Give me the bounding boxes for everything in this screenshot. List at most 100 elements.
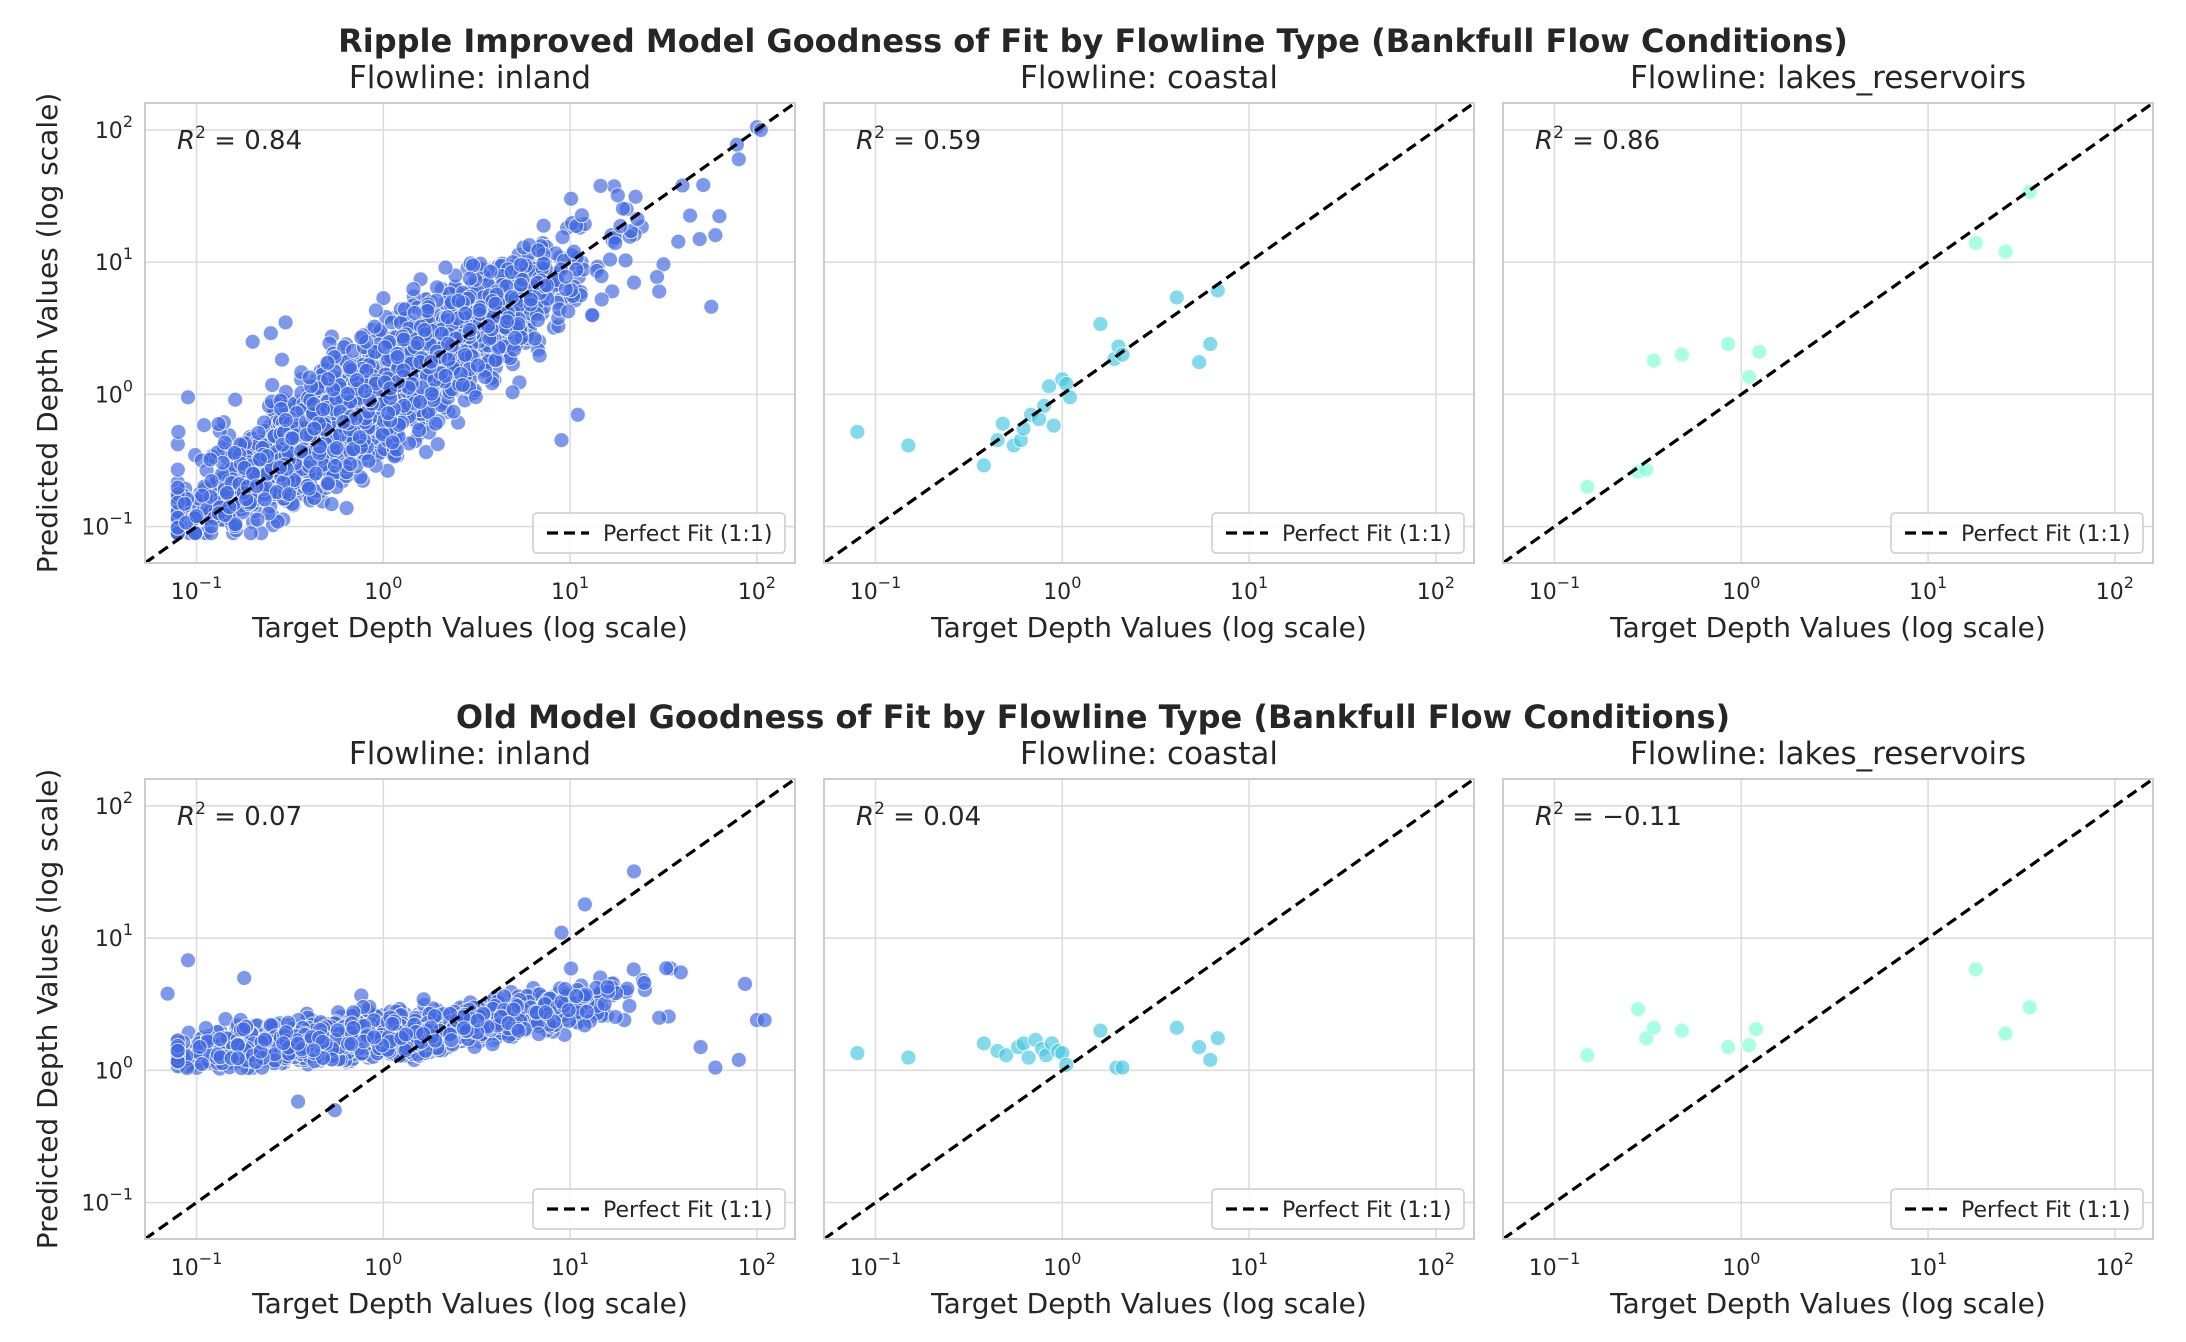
- r-squared-annotation: R2 = 0.59: [856, 123, 981, 156]
- data-point: [281, 486, 298, 503]
- data-point: [529, 312, 546, 328]
- data-point: [617, 252, 634, 269]
- data-point: [615, 200, 631, 217]
- data-point: [203, 473, 220, 490]
- x-tick-label: 101: [1909, 573, 1947, 605]
- data-point: [188, 508, 205, 525]
- data-point: [625, 961, 642, 978]
- data-point: [338, 500, 355, 517]
- x-axis-label: Target Depth Values (log scale): [1609, 611, 2046, 644]
- data-point: [557, 268, 574, 285]
- data-point: [216, 434, 233, 451]
- data-point: [256, 491, 273, 508]
- data-point: [405, 281, 422, 298]
- data-point: [415, 991, 432, 1008]
- data-point: [250, 425, 267, 441]
- panel-title: Flowline: lakes_reservoirs: [1630, 60, 2026, 96]
- data-point: [602, 251, 618, 268]
- perfect-fit-line: [145, 103, 795, 563]
- data-point: [242, 525, 259, 542]
- data-point: [1638, 461, 1655, 478]
- y-tick-label: 100: [95, 376, 133, 408]
- data-point: [244, 333, 261, 350]
- data-point: [307, 465, 324, 482]
- data-point: [327, 457, 343, 474]
- data-point: [450, 292, 467, 309]
- data-point: [994, 415, 1011, 432]
- data-point: [277, 412, 294, 428]
- data-point: [674, 177, 691, 194]
- data-point: [658, 960, 675, 977]
- data-point: [849, 423, 866, 440]
- data-point: [1720, 336, 1737, 353]
- data-point: [389, 349, 406, 366]
- data-point: [672, 964, 689, 981]
- data-point: [423, 385, 440, 402]
- panel-title: Flowline: inland: [349, 60, 591, 96]
- data-point: [360, 453, 377, 469]
- data-point: [1114, 346, 1131, 363]
- data-point: [437, 367, 454, 384]
- data-point: [176, 495, 193, 512]
- data-point: [682, 207, 699, 224]
- scatter-points: [169, 119, 769, 542]
- data-point: [454, 377, 471, 393]
- data-point: [482, 263, 499, 280]
- data-point: [427, 415, 444, 432]
- legend-label: Perfect Fit (1:1): [1282, 522, 1451, 547]
- data-point: [737, 975, 753, 992]
- data-point: [323, 496, 340, 513]
- data-point: [487, 295, 504, 312]
- data-point: [226, 444, 243, 461]
- data-point: [730, 151, 747, 168]
- data-point: [203, 518, 220, 535]
- data-point: [526, 330, 543, 347]
- data-point: [1645, 352, 1662, 369]
- scatter-points: [1579, 183, 2038, 495]
- figure-row-title: Old Model Goodness of Fit by Flowline Ty…: [456, 698, 1730, 736]
- data-point: [467, 389, 484, 406]
- data-point: [196, 417, 213, 434]
- data-point: [461, 270, 478, 287]
- chart-panel: Flowline: inland10−110−11001001011011021…: [31, 736, 796, 1320]
- data-point: [535, 217, 552, 234]
- data-point: [1191, 354, 1208, 371]
- x-axis-label: Target Depth Values (log scale): [930, 611, 1367, 644]
- data-point: [194, 487, 211, 504]
- data-point: [1579, 478, 1596, 495]
- data-point: [1997, 243, 2014, 260]
- data-point: [353, 329, 370, 346]
- data-point: [480, 318, 497, 335]
- perfect-fit-line: [824, 103, 1474, 563]
- data-point: [306, 420, 323, 437]
- axes-frame: [144, 102, 796, 564]
- data-point: [439, 309, 456, 326]
- x-tick-label: 10−1: [171, 573, 223, 605]
- data-point: [593, 268, 610, 285]
- data-point: [711, 208, 728, 225]
- data-point: [554, 229, 571, 246]
- data-point: [607, 1009, 624, 1025]
- data-point: [357, 383, 373, 400]
- axes-frame: [823, 102, 1475, 564]
- data-point: [170, 423, 187, 440]
- data-point: [530, 242, 547, 259]
- scatter-points: [849, 282, 1226, 474]
- data-point: [366, 318, 383, 335]
- data-point: [655, 256, 672, 273]
- data-point: [320, 371, 337, 388]
- data-point: [227, 516, 244, 533]
- data-point: [513, 256, 529, 273]
- data-point: [584, 307, 601, 324]
- data-point: [592, 177, 609, 194]
- r-squared-annotation: R2 = 0.86: [1535, 123, 1660, 156]
- data-point: [651, 283, 668, 300]
- x-tick-label: 10−1: [850, 573, 902, 605]
- x-tick-label: 101: [551, 573, 589, 605]
- data-point: [649, 269, 665, 285]
- legend-label: Perfect Fit (1:1): [603, 522, 772, 547]
- data-point: [169, 479, 186, 496]
- data-point: [507, 329, 523, 346]
